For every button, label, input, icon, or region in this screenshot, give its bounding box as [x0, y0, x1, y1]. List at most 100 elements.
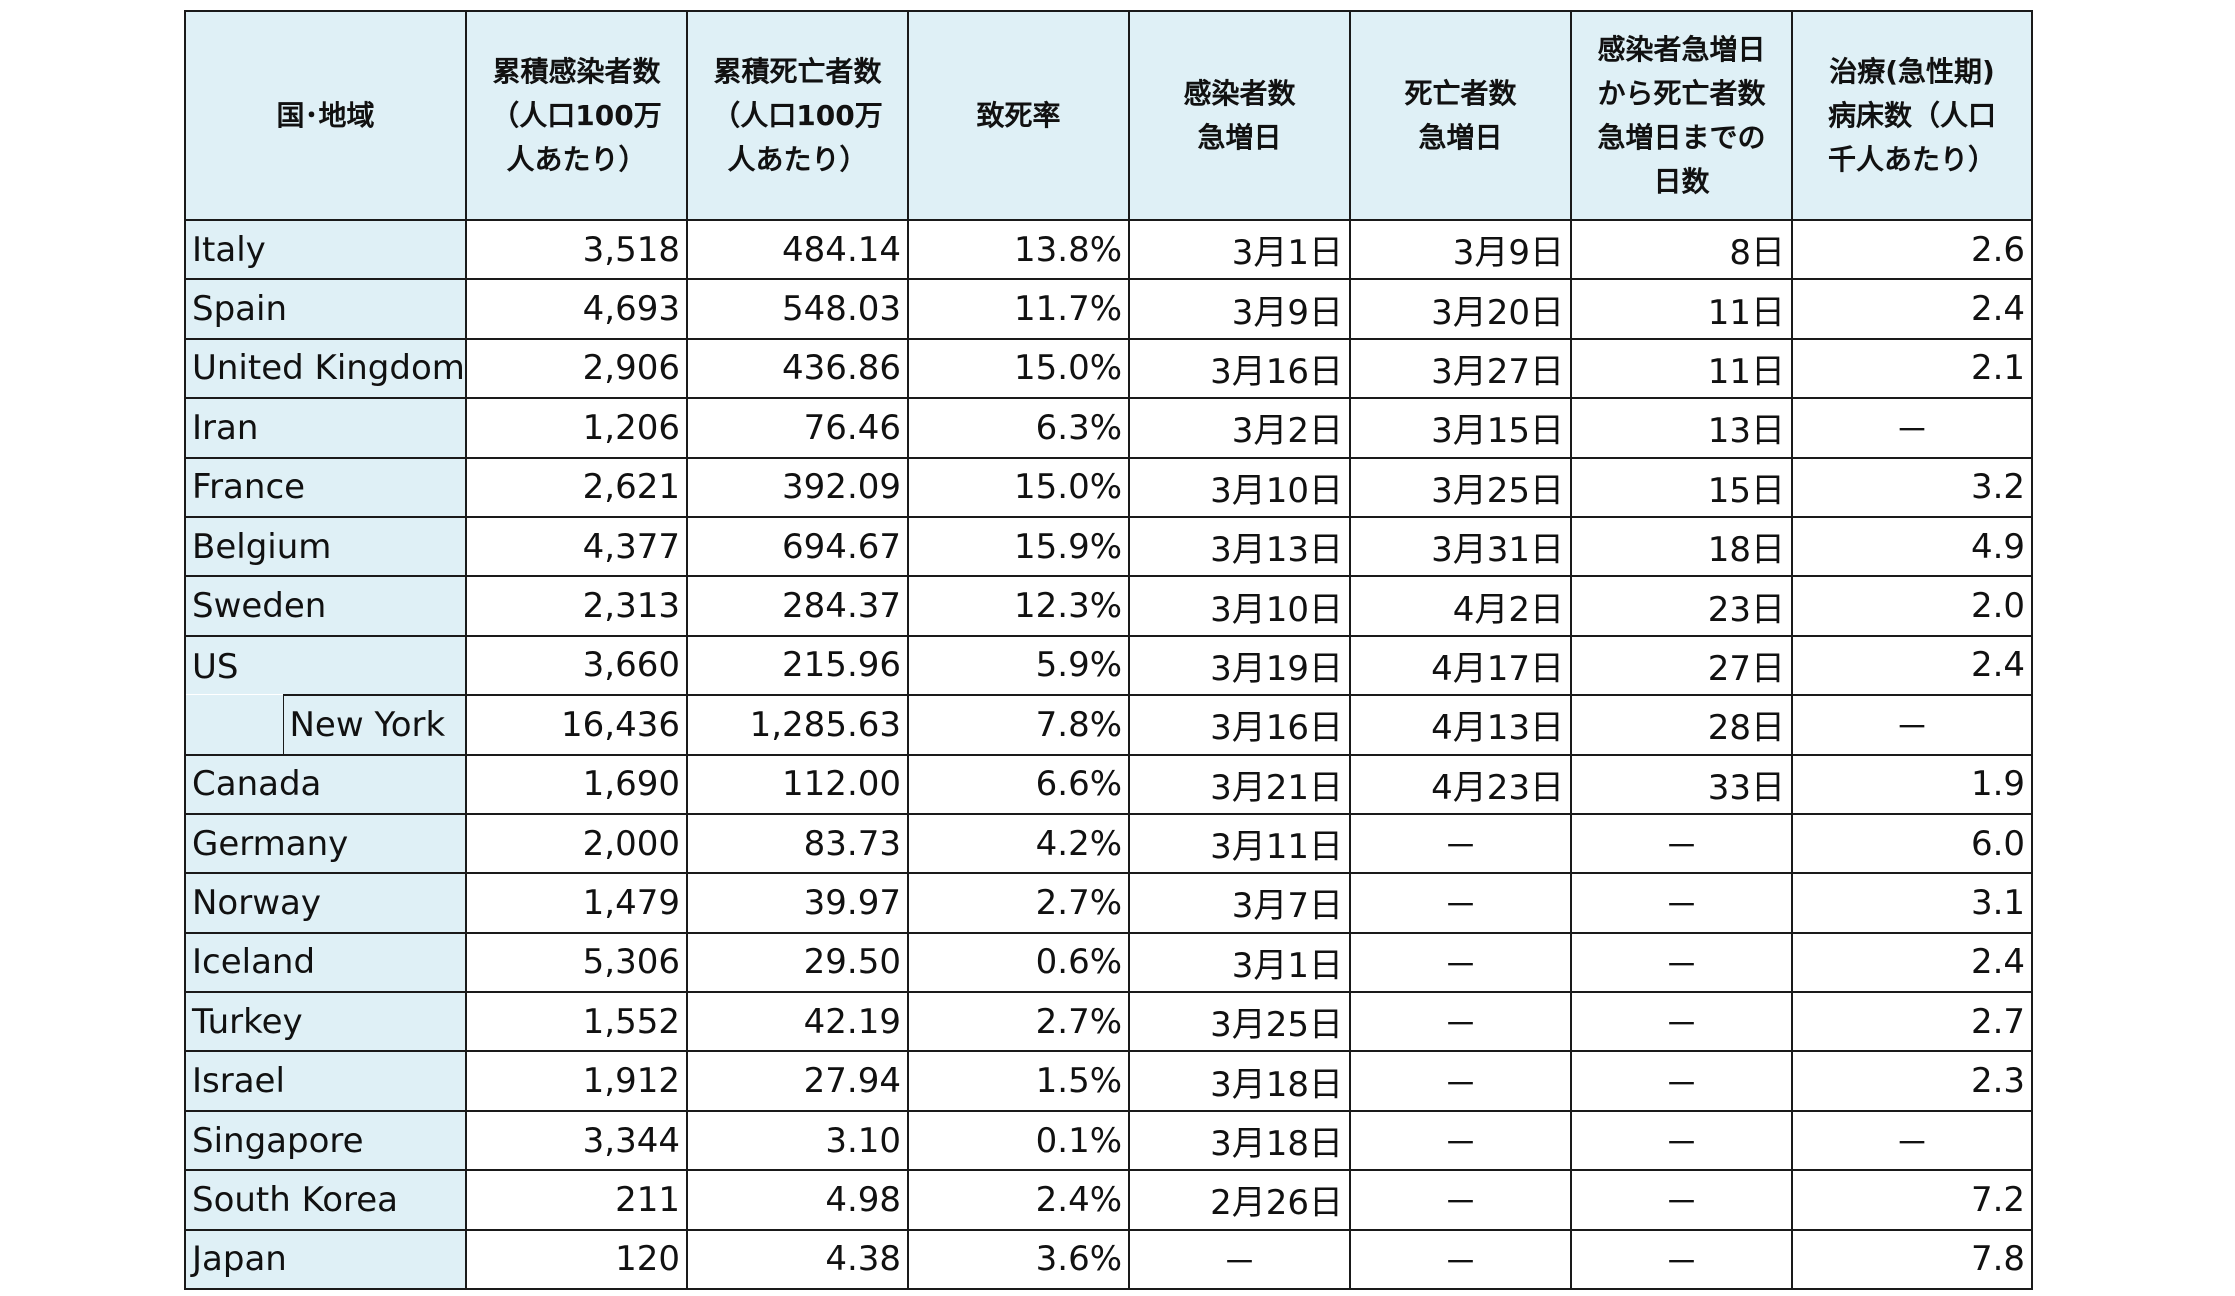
cell-days-between: 33日	[1570, 753, 1794, 815]
cell-acute-beds: －	[1791, 397, 2034, 459]
table-row: Singapore 3,344 3.10 0.1% 3月18日－－－	[183, 1109, 2034, 1172]
cell-days-between: －	[1570, 991, 1794, 1053]
header-line: 感染者急増日	[1597, 32, 1766, 66]
cell-cumulative-cases: 3,660	[465, 634, 689, 697]
country-name: Germany	[183, 812, 468, 875]
cell-cumulative-deaths: 1,285.63	[686, 694, 910, 756]
cell-fatality-rate: 1.5%	[907, 1050, 1131, 1112]
country-name: Iceland	[183, 931, 468, 994]
cell-cumulative-cases: 16,436	[465, 694, 689, 756]
cell-cumulative-deaths: 3.10	[686, 1109, 910, 1172]
cell-cumulative-deaths: 548.03	[686, 278, 910, 340]
header-line: 千人あたり）	[1828, 142, 1997, 176]
cell-case-surge-date: 3月1日	[1128, 931, 1352, 994]
cell-days-between: －	[1570, 1169, 1794, 1231]
cell-cumulative-deaths: 42.19	[686, 991, 910, 1053]
header-line: 急増日までの	[1597, 120, 1766, 154]
table-row: Sweden 2,313 284.37 12.3% 3月10日 4月2日 23日 2.0	[183, 575, 2034, 637]
cell-days-between: 8日	[1570, 218, 1794, 281]
table-row: South Korea 211 4.98 2.4% 2月26日－－ 7.2	[183, 1169, 2034, 1231]
cell-fatality-rate: 6.3%	[907, 397, 1131, 459]
cell-death-surge-date: －	[1349, 812, 1573, 875]
cell-fatality-rate: 2.4%	[907, 1169, 1131, 1231]
cell-days-between: 11日	[1570, 278, 1794, 340]
cell-death-surge-date: 3月31日	[1349, 515, 1573, 578]
header-line: （人口100万	[712, 98, 883, 132]
country-name: Singapore	[183, 1109, 468, 1172]
cell-fatality-rate: 15.0%	[907, 337, 1131, 400]
header-line: 急増日	[1197, 120, 1282, 154]
cell-cumulative-cases: 5,306	[465, 931, 689, 994]
country-name: South Korea	[183, 1169, 468, 1231]
cell-acute-beds: 4.9	[1791, 515, 2034, 578]
header-line: から死亡者数	[1597, 76, 1766, 110]
cell-case-surge-date: 3月13日	[1128, 515, 1352, 578]
cell-case-surge-date: 3月11日	[1128, 812, 1352, 875]
cell-death-surge-date: 3月15日	[1349, 397, 1573, 459]
header-line: 人あたり）	[727, 142, 868, 176]
covid-stats-table-wrapper: 国･地域 累積感染者数 （人口100万 人あたり） 累積死亡者数 （人口100万 人あたり）…	[183, 10, 2034, 1291]
header-cumulative-cases: 累積感染者数 （人口100万 人あたり）	[465, 10, 689, 221]
table-row: Italy 3,518 484.14 13.8% 3月1日 3月9日 8日 2.6	[183, 218, 2034, 281]
cell-acute-beds: －	[1791, 1109, 2034, 1172]
indent-cell	[184, 695, 284, 756]
header-line: 感染者数	[1183, 76, 1296, 110]
cell-days-between: －	[1570, 872, 1794, 934]
cell-fatality-rate: 13.8%	[907, 218, 1131, 281]
cell-cumulative-deaths: 436.86	[686, 337, 910, 400]
cell-case-surge-date: 3月7日	[1128, 872, 1352, 934]
cell-death-surge-date: －	[1349, 1228, 1573, 1291]
cell-death-surge-date: 4月13日	[1349, 694, 1573, 756]
cell-cumulative-cases: 4,377	[465, 515, 689, 578]
country-name: Iran	[183, 397, 468, 459]
cell-cumulative-deaths: 39.97	[686, 872, 910, 934]
cell-acute-beds: 2.3	[1791, 1050, 2034, 1112]
table-row: New York 16,436 1,285.63 7.8% 3月16日 4月13日 28日－	[184, 694, 2034, 756]
cell-cumulative-cases: 1,690	[465, 753, 689, 815]
cell-acute-beds: 2.4	[1791, 931, 2034, 994]
header-line: 累積感染者数	[492, 54, 661, 88]
country-name: France	[183, 456, 468, 518]
cell-cumulative-deaths: 215.96	[686, 634, 910, 697]
cell-fatality-rate: 2.7%	[907, 991, 1131, 1053]
region-name: New York	[282, 694, 468, 756]
cell-death-surge-date: －	[1349, 991, 1573, 1053]
header-row: 国･地域 累積感染者数 （人口100万 人あたり） 累積死亡者数 （人口100万 人あたり）…	[183, 10, 2034, 221]
cell-case-surge-date: 3月10日	[1128, 456, 1352, 518]
cell-fatality-rate: 5.9%	[907, 634, 1131, 697]
header-line: 急増日	[1418, 120, 1503, 154]
country-name: US	[183, 634, 468, 696]
header-fatality-rate: 致死率	[907, 10, 1131, 221]
cell-acute-beds: 3.2	[1791, 456, 2034, 518]
cell-acute-beds: 3.1	[1791, 872, 2034, 934]
cell-death-surge-date: －	[1349, 1169, 1573, 1231]
cell-case-surge-date: 3月25日	[1128, 991, 1352, 1053]
header-acute-beds: 治療(急性期) 病床数（人口 千人あたり）	[1791, 10, 2034, 221]
cell-case-surge-date: 3月16日	[1128, 337, 1352, 400]
cell-cumulative-cases: 3,344	[465, 1109, 689, 1172]
cell-death-surge-date: －	[1349, 1050, 1573, 1112]
cell-fatality-rate: 11.7%	[907, 278, 1131, 340]
cell-days-between: 13日	[1570, 397, 1794, 459]
header-line: 累積死亡者数	[713, 54, 882, 88]
cell-days-between: －	[1570, 1228, 1794, 1291]
cell-fatality-rate: 3.6%	[907, 1228, 1131, 1291]
cell-acute-beds: 7.2	[1791, 1169, 2034, 1231]
cell-cumulative-cases: 120	[465, 1228, 689, 1291]
cell-fatality-rate: 0.6%	[907, 931, 1131, 994]
header-line: 人あたり）	[506, 142, 647, 176]
country-name: Sweden	[183, 575, 468, 637]
cell-case-surge-date: 3月18日	[1128, 1050, 1352, 1112]
table-row: Iran 1,206 76.46 6.3% 3月2日 3月15日 13日－	[183, 397, 2034, 459]
cell-acute-beds: 2.1	[1791, 337, 2034, 400]
header-cumulative-deaths: 累積死亡者数 （人口100万 人あたり）	[686, 10, 910, 221]
table-row: Germany 2,000 83.73 4.2% 3月11日－－ 6.0	[183, 812, 2034, 875]
cell-cumulative-cases: 4,693	[465, 278, 689, 340]
cell-cumulative-cases: 1,206	[465, 397, 689, 459]
cell-acute-beds: 2.4	[1791, 278, 2034, 340]
cell-case-surge-date: 3月16日	[1128, 694, 1352, 756]
cell-cumulative-deaths: 112.00	[686, 753, 910, 815]
header-country: 国･地域	[183, 10, 468, 221]
cell-fatality-rate: 0.1%	[907, 1109, 1131, 1172]
cell-days-between: －	[1570, 1050, 1794, 1112]
